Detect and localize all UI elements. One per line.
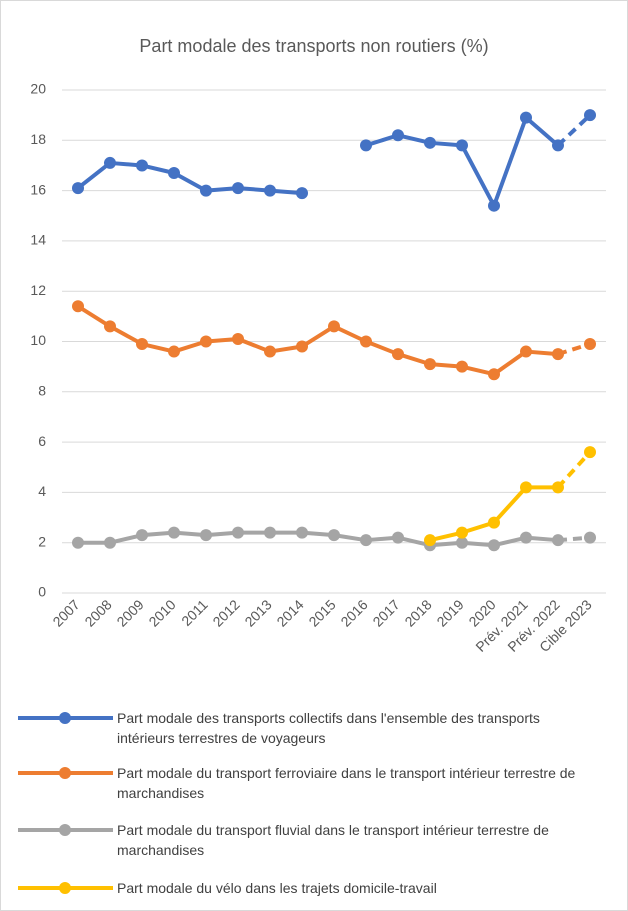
series-marker <box>264 345 276 358</box>
y-tick-label: 10 <box>30 332 46 348</box>
series-marker <box>456 526 468 539</box>
series-marker <box>360 534 372 547</box>
series-marker <box>104 156 116 169</box>
series-marker <box>392 129 404 142</box>
series-marker <box>360 335 372 348</box>
y-tick-label: 4 <box>38 483 46 499</box>
legend-label: Part modale du transport ferroviaire dan… <box>117 765 576 801</box>
series-marker <box>424 136 436 149</box>
series-marker <box>232 526 244 539</box>
series-marker <box>520 481 532 494</box>
series-marker <box>392 531 404 544</box>
y-tick-label: 0 <box>38 584 46 600</box>
series-marker <box>488 539 500 552</box>
legend-marker <box>59 882 71 894</box>
series-marker <box>296 526 308 539</box>
series-marker <box>104 536 116 549</box>
series-marker <box>456 536 468 549</box>
series-marker <box>552 534 564 547</box>
series-marker <box>584 109 596 122</box>
series-marker <box>520 111 532 124</box>
series-marker <box>72 300 84 313</box>
y-tick-label: 8 <box>38 383 46 399</box>
series-marker <box>328 529 340 542</box>
series-marker <box>168 526 180 539</box>
series-line-projection <box>556 450 592 489</box>
series-marker <box>136 529 148 542</box>
y-tick-label: 12 <box>30 282 46 298</box>
series-marker <box>456 139 468 152</box>
series-marker <box>552 348 564 361</box>
y-tick-label: 16 <box>30 181 46 197</box>
series-marker <box>232 182 244 195</box>
legend-label: Part modale du vélo dans les trajets dom… <box>117 880 437 896</box>
series-marker <box>584 446 596 459</box>
series-marker <box>72 536 84 549</box>
y-tick-label: 20 <box>30 81 46 97</box>
series-marker <box>200 529 212 542</box>
y-tick-label: 14 <box>30 232 46 248</box>
series-marker <box>424 534 436 547</box>
series-marker <box>136 159 148 172</box>
series-line-projection <box>556 113 592 147</box>
series-marker <box>104 320 116 333</box>
legend-marker <box>59 767 71 779</box>
series-marker <box>552 481 564 494</box>
series-marker <box>72 182 84 195</box>
chart-title: Part modale des transports non routiers … <box>139 36 488 56</box>
series-marker <box>424 358 436 371</box>
series-marker <box>520 531 532 544</box>
series-marker <box>296 187 308 200</box>
y-tick-label: 2 <box>38 533 46 549</box>
series-marker <box>200 184 212 197</box>
series-marker <box>520 345 532 358</box>
legend-label: Part modale du transport fluvial dans le… <box>117 822 549 858</box>
series-marker <box>360 139 372 152</box>
series-marker <box>392 348 404 361</box>
series-marker <box>552 139 564 152</box>
y-tick-label: 6 <box>38 433 46 449</box>
series-marker <box>488 199 500 212</box>
legend-marker <box>59 824 71 836</box>
series-marker <box>584 338 596 351</box>
series-marker <box>264 526 276 539</box>
series-marker <box>136 338 148 351</box>
series-marker <box>456 360 468 373</box>
series-line <box>76 304 559 377</box>
series-line <box>78 530 559 548</box>
y-tick-label: 18 <box>30 131 46 147</box>
legend-label: Part modale des transports collectifs da… <box>117 710 540 746</box>
series-marker <box>168 345 180 358</box>
series-marker <box>488 368 500 381</box>
series-marker <box>488 516 500 529</box>
legend-marker <box>59 712 71 724</box>
series-marker <box>296 340 308 353</box>
series-marker <box>328 320 340 333</box>
series-marker <box>168 166 180 179</box>
series-marker <box>264 184 276 197</box>
series-marker <box>200 335 212 348</box>
series-marker <box>584 531 596 544</box>
series-marker <box>232 332 244 345</box>
